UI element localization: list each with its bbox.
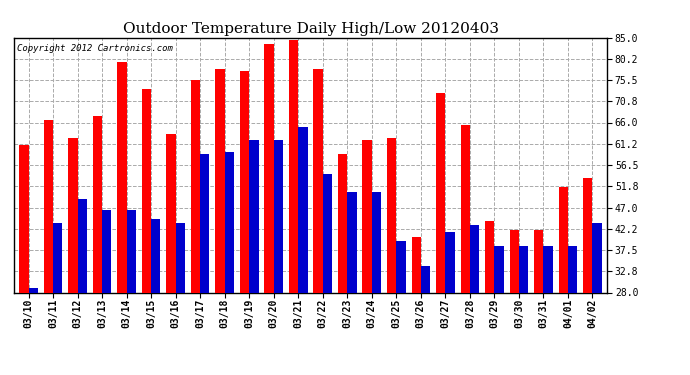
Bar [372,192,381,292]
Bar [53,223,62,292]
Bar [176,223,185,292]
Bar [215,69,225,292]
Bar [362,140,372,292]
Bar [43,120,53,292]
Bar [445,232,455,292]
Bar [338,154,347,292]
Bar [289,40,298,292]
Bar [166,134,176,292]
Bar [510,230,519,292]
Bar [485,221,495,292]
Bar [274,140,283,292]
Bar [568,246,578,292]
Bar [117,62,126,292]
Bar [298,127,308,292]
Bar [19,145,28,292]
Bar [347,192,357,292]
Bar [200,154,210,292]
Bar [495,246,504,292]
Bar [264,44,274,292]
Title: Outdoor Temperature Daily High/Low 20120403: Outdoor Temperature Daily High/Low 20120… [123,22,498,36]
Bar [126,210,136,292]
Bar [151,219,161,292]
Bar [102,210,111,292]
Bar [225,152,234,292]
Bar [519,246,529,292]
Text: Copyright 2012 Cartronics.com: Copyright 2012 Cartronics.com [17,44,172,53]
Bar [191,80,200,292]
Bar [593,223,602,292]
Bar [142,89,151,292]
Bar [249,140,259,292]
Bar [313,69,323,292]
Bar [411,237,421,292]
Bar [460,125,470,292]
Bar [68,138,77,292]
Bar [396,241,406,292]
Bar [559,188,568,292]
Bar [534,230,544,292]
Bar [436,93,445,292]
Bar [28,288,38,292]
Bar [470,225,479,292]
Bar [421,266,430,292]
Bar [77,198,87,292]
Bar [544,246,553,292]
Bar [323,174,332,292]
Bar [92,116,102,292]
Bar [387,138,396,292]
Bar [240,71,249,292]
Bar [583,178,593,292]
